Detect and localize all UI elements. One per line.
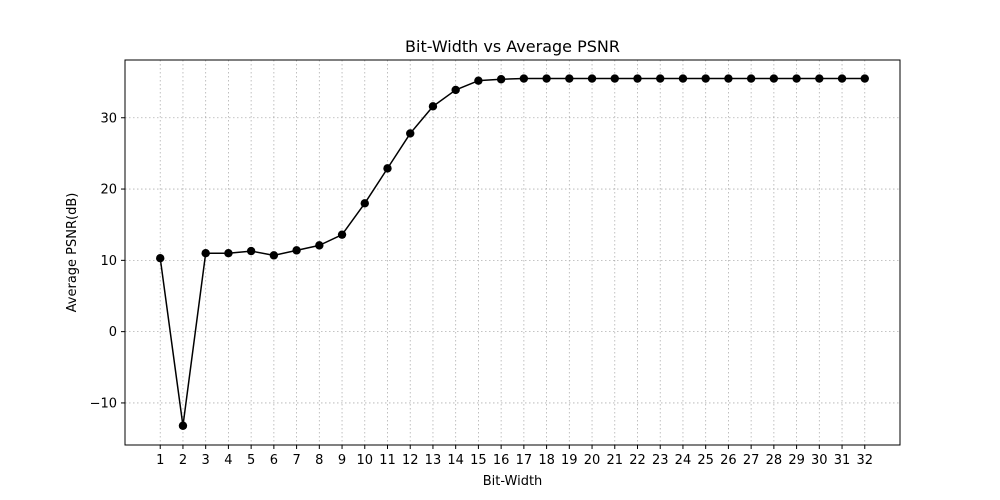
data-point [156,254,165,263]
x-tick-label: 1 [156,453,164,468]
y-tick-label: 10 [100,254,117,269]
data-point [406,129,415,138]
x-tick-label: 2 [179,453,187,468]
x-tick-label: 7 [292,453,300,468]
series-layer [156,74,869,430]
x-axis-label: Bit-Width [483,474,543,489]
grid [125,60,900,445]
data-point [610,74,619,83]
data-point [746,74,756,83]
data-point [292,246,301,255]
plot-frame [124,59,901,446]
x-tick-label: 23 [652,453,669,468]
data-point [360,199,369,208]
data-point [201,249,210,258]
data-point [815,74,824,83]
data-point [542,74,551,83]
data-point [678,74,688,83]
data-point [383,164,392,173]
y-tick-label: 0 [109,325,117,340]
y-tick-label: 30 [100,111,117,126]
x-tick-label: 15 [470,453,487,468]
x-tick-label: 4 [224,453,232,468]
x-tick-label: 17 [516,453,533,468]
data-point [224,249,233,258]
x-tick-label: 14 [447,453,464,468]
data-point [474,76,483,85]
y-axis-label: Average PSNR(dB) [65,193,80,313]
data-point [633,74,642,83]
x-tick-label: 28 [766,453,783,468]
x-tick-label: 6 [270,453,278,468]
data-point [837,74,847,83]
data-point [656,74,665,83]
x-tick-label: 3 [202,453,210,468]
data-point [178,421,188,430]
y-axis: −10 0 10 20 30 [90,111,125,411]
x-tick-label: 20 [584,453,601,468]
data-point [792,74,801,83]
data-point [769,74,779,83]
data-point [246,246,256,256]
x-tick-label: 9 [338,453,346,468]
x-tick-label: 26 [720,453,737,468]
data-point [337,230,347,239]
x-tick-label: 13 [425,453,442,468]
x-tick-label: 21 [606,453,623,468]
y-tick-label: 20 [100,183,117,198]
data-point [724,74,733,83]
x-tick-label: 31 [834,453,851,468]
data-point [565,74,574,83]
data-point [496,75,506,84]
data-point [519,74,529,83]
x-tick-label: 29 [788,453,805,468]
data-point [451,85,460,95]
x-tick-label: 24 [675,453,692,468]
x-tick-label: 22 [629,453,646,468]
x-tick-label: 18 [538,453,555,468]
x-tick-label: 25 [697,453,714,468]
x-tick-label: 10 [356,453,373,468]
data-point [860,74,869,83]
x-tick-label: 5 [247,453,255,468]
x-tick-label: 16 [493,453,510,468]
data-point [315,241,324,250]
x-tick-label: 27 [743,453,760,468]
x-tick-label: 19 [561,453,578,468]
y-tick-label: −10 [90,396,117,411]
x-tick-label: 32 [856,453,873,468]
x-axis: 1 2 3 4 5 6 7 8 9 10 11 12 13 14 15 16 17 18 19 20 21 22 23 24 2… [156,445,873,468]
data-point [587,74,597,83]
x-tick-label: 11 [379,453,396,468]
data-point [428,102,438,111]
x-tick-label: 8 [315,453,323,468]
x-tick-label: 12 [402,453,419,468]
data-point [701,74,710,83]
chart-title: Bit-Width vs Average PSNR [405,37,620,56]
x-tick-label: 30 [811,453,828,468]
data-point [269,251,279,260]
